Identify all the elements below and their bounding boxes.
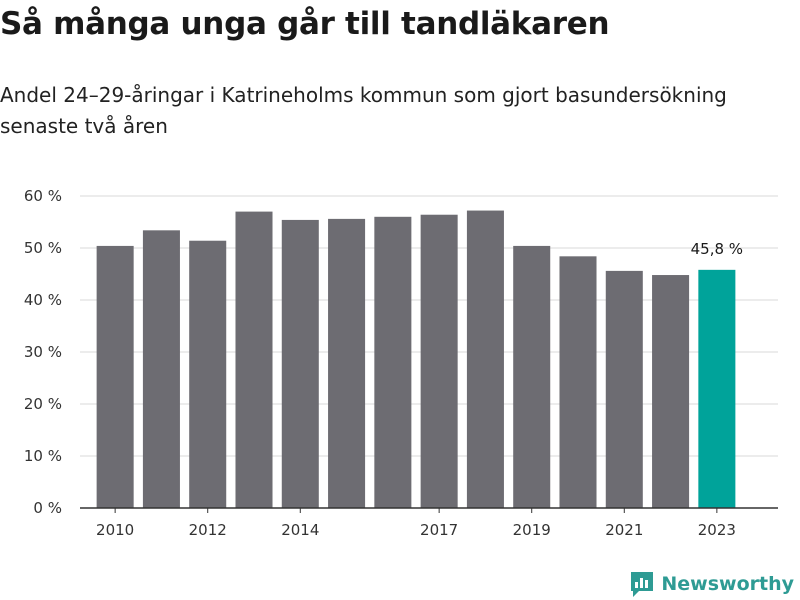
- chart-title: Så många unga går till tandläkaren: [0, 6, 610, 42]
- bar: [420, 214, 458, 508]
- y-tick-label: 60 %: [24, 187, 62, 205]
- bar: [96, 245, 134, 509]
- bar-chart: 0 % 10 % 20 % 30 % 40 % 50 % 60 % 2010 2012 2014…: [24, 187, 778, 539]
- x-tick-label: 2010: [96, 521, 134, 539]
- bar: [235, 211, 273, 508]
- bar: [281, 219, 319, 509]
- bar: [559, 256, 597, 508]
- x-tick-label: 2017: [420, 521, 458, 539]
- bars: [96, 210, 736, 509]
- y-axis-tick-labels: 0 % 10 % 20 % 30 % 40 % 50 % 60 %: [24, 187, 62, 517]
- brand-logo: Newsworthy: [629, 570, 794, 598]
- y-tick-label: 40 %: [24, 291, 62, 309]
- annotations: 45,8 %: [691, 240, 743, 258]
- bar: [142, 230, 180, 508]
- bar: [374, 216, 412, 509]
- x-tick-label: 2023: [698, 521, 736, 539]
- y-tick-label: 10 %: [24, 447, 62, 465]
- bar: [513, 245, 551, 509]
- chart-subtitle: Andel 24–29-åringar i Katrineholms kommu…: [0, 83, 727, 138]
- x-tick-label: 2019: [513, 521, 551, 539]
- y-tick-label: 30 %: [24, 343, 62, 361]
- x-tick-label: 2021: [605, 521, 643, 539]
- bar-chart-badge-icon: [631, 572, 654, 597]
- y-tick-label: 20 %: [24, 395, 62, 413]
- bar: [328, 218, 366, 508]
- bar: [698, 269, 736, 508]
- data-label: 45,8 %: [691, 240, 743, 258]
- bar: [189, 240, 227, 508]
- y-tick-label: 0 %: [33, 499, 62, 517]
- bar: [605, 270, 643, 508]
- x-axis-tick-labels: 2010 2012 2014 2017 2019 2021 2023: [96, 521, 736, 539]
- x-tick-label: 2014: [281, 521, 319, 539]
- y-tick-label: 50 %: [24, 239, 62, 257]
- bar: [652, 275, 690, 508]
- brand-name: Newsworthy: [661, 573, 794, 595]
- x-axis: [80, 507, 778, 513]
- x-tick-label: 2012: [189, 521, 227, 539]
- bar: [466, 210, 504, 508]
